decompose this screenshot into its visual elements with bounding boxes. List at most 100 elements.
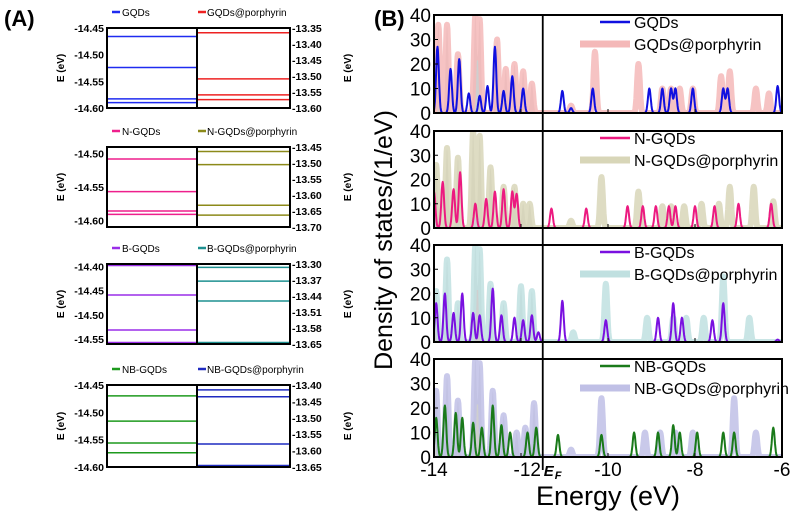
y-tick-label: 30	[410, 375, 431, 396]
x-axis-label: Energy (eV)	[536, 481, 680, 511]
energy-level-panel: GQDs GQDs@porphyrin -14.45 -14.50 -14.55 -14.…	[56, 8, 354, 474]
y-tick-label: 0	[420, 448, 431, 469]
fermi-level-label: E	[544, 463, 555, 480]
y-tick-label-left: -14.45	[74, 23, 104, 35]
dos-curve-N-GQDs	[434, 171, 782, 228]
y-tick-label-left: -14.50	[74, 407, 104, 419]
plot-frame	[106, 384, 291, 468]
energy-subplot-1: GQDs GQDs@porphyrin -14.45 -14.50 -14.55 -14.…	[56, 8, 354, 115]
y-tick-label-right: -13.50	[292, 158, 322, 170]
dos-plot-area	[434, 15, 782, 113]
y-tick-label-right: -13.40	[292, 39, 322, 51]
y-tick-label: 10	[410, 309, 431, 330]
legend-label: GQDs	[122, 8, 150, 19]
y-tick-label: 0	[420, 333, 431, 354]
y-tick-label-right: -13.55	[292, 87, 322, 99]
y-tick-label-left: -14.50	[74, 149, 104, 161]
legend-label: NB-GQDs	[634, 359, 706, 376]
y-tick-label-right: -13.44	[292, 291, 322, 303]
y-tick-label-right: -13.70	[292, 222, 322, 234]
dos-curve-B-GQDs	[434, 287, 782, 342]
dos-curve-NB-GQDs@porphyrin	[434, 359, 782, 457]
y-tick-label-right: -13.60	[292, 190, 322, 202]
y-tick-label: 0	[420, 104, 431, 125]
y-tick-label: 20	[410, 285, 431, 306]
y-tick-label: 20	[410, 399, 431, 420]
y-axis-label-right: E (eV)	[343, 54, 354, 82]
y-tick-label-right: -13.45	[292, 142, 322, 154]
legend-label: GQDs@porphyrin	[207, 8, 287, 19]
plot-frame	[106, 146, 291, 228]
x-tick-label: -8	[687, 460, 704, 481]
legend-label: GQDs	[634, 15, 678, 32]
legend-label: B-GQDs@porphyrin	[634, 267, 777, 284]
legend-label: N-GQDs@porphyrin	[207, 127, 297, 138]
x-tick-label: -6	[774, 460, 791, 481]
y-tick-label-right: -13.45	[292, 55, 322, 67]
y-tick-label-left: -14.40	[74, 261, 104, 273]
legend-label: GQDs@porphyrin	[634, 37, 761, 54]
dos-curve-GQDs	[434, 45, 782, 113]
legend-label: NB-GQDs	[122, 365, 167, 376]
y-tick-label-left: -14.55	[74, 334, 104, 346]
y-axis-label-left: E (eV)	[56, 173, 67, 201]
y-tick-label: 40	[410, 350, 431, 371]
y-tick-label-right: -13.55	[292, 429, 322, 441]
y-tick-label-left: -14.55	[74, 435, 104, 447]
y-tick-label-right: -13.65	[292, 462, 322, 474]
y-tick-label-left: -14.50	[74, 310, 104, 322]
y-tick-label-right: -13.35	[292, 23, 322, 35]
y-tick-label: 30	[410, 260, 431, 281]
y-axis-label-right: E (eV)	[343, 412, 354, 440]
dos-subplot-4: 0 10 20 30 40 NB-GQDs NB-GQDs@porphyrin	[410, 350, 789, 469]
y-tick-label-left: -14.55	[74, 182, 104, 194]
y-tick-label-left: -14.55	[74, 76, 104, 88]
y-tick-label-right: -13.55	[292, 174, 322, 186]
y-tick-label: 40	[410, 236, 431, 257]
y-tick-label: 20	[410, 171, 431, 192]
y-tick-label-right: -13.45	[292, 396, 322, 408]
plot-frame	[106, 27, 291, 109]
y-tick-label: 10	[410, 424, 431, 445]
y-tick-label: 10	[410, 80, 431, 101]
x-tick-label: -12	[514, 460, 541, 481]
energy-subplot-2: N-GQDs N-GQDs@porphyrin -14.50 -14.55 -14.60…	[56, 127, 354, 234]
y-axis-label-right: E (eV)	[343, 290, 354, 318]
dos-plot-area	[434, 359, 782, 457]
y-tick-label: 30	[410, 146, 431, 167]
legend-label: NB-GQDs@porphyrin	[634, 381, 789, 398]
y-axis-label-left: E (eV)	[56, 290, 67, 318]
y-tick-label-right: -13.40	[292, 380, 322, 392]
dos-curve-N-GQDs@porphyrin	[434, 131, 782, 228]
y-tick-label: 30	[410, 31, 431, 52]
x-tick-label: -14	[420, 460, 448, 481]
y-tick-label-right: -13.60	[292, 103, 322, 115]
y-axis-label: Density of states/(1/eV)	[370, 110, 398, 370]
legend-label: NB-GQDs@porphyrin	[207, 365, 304, 376]
y-axis-label-left: E (eV)	[56, 412, 67, 440]
y-tick-label-right: -13.51	[292, 307, 322, 319]
y-tick-label-left: -14.50	[74, 50, 104, 62]
y-tick-label-left: -14.45	[74, 380, 104, 392]
legend-label: N-GQDs	[634, 131, 695, 148]
y-tick-label-right: -13.60	[292, 446, 322, 458]
y-tick-label: 10	[410, 195, 431, 216]
y-tick-label-left: -14.60	[74, 215, 104, 227]
y-tick-label-right: -13.58	[292, 323, 322, 335]
dos-subplot-3: 0 10 20 30 40 B-GQDs B-GQDs@porphyrin	[410, 236, 783, 354]
dos-subplot-2: 0 10 20 30 40 N-GQDs N-GQDs@porphyrin	[410, 122, 783, 240]
y-tick-label: 20	[410, 55, 431, 76]
dos-plot-area	[434, 131, 782, 228]
x-tick-label: -10	[594, 460, 621, 481]
y-tick-label-left: -14.45	[74, 286, 104, 298]
energy-subplot-4: NB-GQDs NB-GQDs@porphyrin -14.45 -14.50 -14.…	[56, 365, 354, 474]
y-tick-label-left: -14.60	[74, 103, 104, 115]
panel-b-label: (B)	[374, 6, 405, 31]
y-tick-label: 40	[410, 6, 431, 27]
legend-label: N-GQDs@porphyrin	[634, 153, 778, 170]
y-tick-label-right: -13.50	[292, 413, 322, 425]
fermi-level-subscript: F	[555, 470, 562, 482]
plot-frame	[106, 263, 291, 345]
y-tick-label-right: -13.65	[292, 339, 322, 351]
